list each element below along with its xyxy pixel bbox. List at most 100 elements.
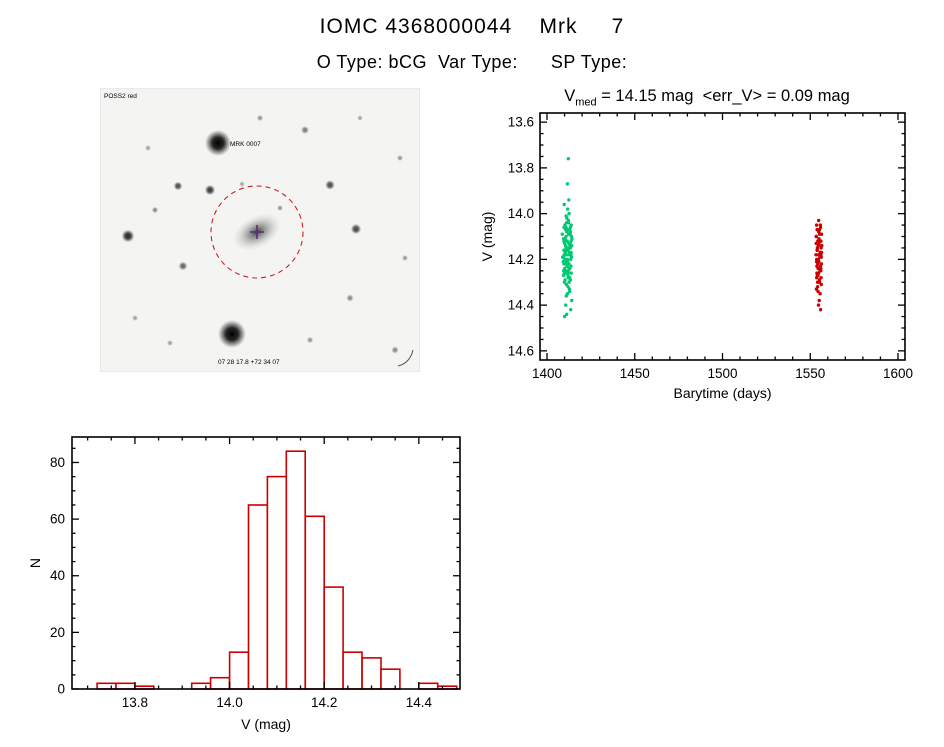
star — [145, 145, 151, 151]
data-point — [817, 260, 821, 264]
data-point — [818, 232, 822, 236]
star — [397, 155, 403, 161]
y-tick-label: 0 — [57, 682, 65, 697]
data-point — [565, 246, 570, 250]
star — [256, 114, 264, 122]
lightcurve-plot: 1400 1450 1500 1550 1600 13.6 13.8 14.0 14.2 14.4… — [480, 112, 913, 401]
data-point — [817, 218, 821, 223]
star — [204, 184, 216, 196]
x-tick-label: 14.0 — [216, 695, 242, 710]
vmed-values: = 14.15 mag <err_V> = 0.09 mag — [596, 87, 850, 105]
y-tick-label: 13.8 — [508, 160, 534, 175]
survey-label: POSS2 red — [104, 93, 137, 100]
page-subtitle: O Type: bCG Var Type: SP Type: — [316, 52, 628, 72]
data-point — [563, 266, 567, 271]
data-point — [815, 257, 819, 262]
lightcurve-title: Vmed = 14.15 mag <err_V> = 0.09 mag — [470, 87, 944, 108]
aperture-circle — [210, 185, 304, 279]
data-point — [814, 253, 818, 257]
data-point — [561, 273, 566, 278]
star — [173, 181, 183, 191]
data-point — [563, 243, 568, 248]
y-tick-label: 20 — [50, 625, 65, 640]
x-axis-label: V (mag) — [241, 716, 291, 732]
histogram-plot: 13.8 14.0 14.2 14.4 0 20 40 60 80 V (mag) N — [28, 436, 461, 732]
y-tick-label: 80 — [50, 455, 65, 470]
star — [239, 181, 245, 187]
page-title: IOMC 4368000044 Mrk 7 — [319, 15, 625, 38]
data-point — [562, 314, 567, 319]
data-point — [565, 312, 569, 316]
star — [350, 223, 362, 235]
data-point — [819, 239, 823, 243]
series-epoch-1 — [560, 157, 574, 319]
data-point — [564, 282, 568, 287]
data-point — [564, 253, 569, 257]
data-point — [566, 221, 571, 225]
star — [151, 206, 159, 214]
histogram-bar — [190, 682, 212, 690]
star — [306, 336, 314, 344]
data-point — [563, 260, 567, 264]
histogram-bar — [266, 475, 288, 690]
data-point — [570, 298, 574, 303]
data-point — [569, 257, 573, 262]
vmed-subscript: med — [575, 96, 597, 109]
data-point — [819, 282, 823, 287]
histogram-bar — [228, 651, 250, 690]
data-point — [566, 157, 570, 161]
data-point — [818, 266, 822, 271]
finding-chart: POSS2 red MRK 0007 07 28 17.8 +72 34 07 — [100, 88, 420, 372]
histogram-bar — [342, 651, 363, 690]
star — [357, 115, 363, 121]
data-point — [565, 264, 569, 268]
data-point — [565, 182, 570, 186]
histogram-bar — [304, 515, 325, 690]
x-tick-label: 14.2 — [311, 695, 337, 710]
x-tick-label: 13.8 — [122, 695, 148, 710]
data-point — [814, 223, 819, 227]
data-point — [569, 308, 573, 312]
data-point — [568, 266, 572, 271]
data-point — [819, 253, 823, 257]
data-point — [565, 257, 570, 262]
y-tick-label: 14.0 — [508, 206, 534, 221]
star — [402, 255, 408, 261]
star — [325, 180, 335, 190]
coordinates-label: 07 28 17.8 +72 34 07 — [218, 359, 280, 366]
data-point — [817, 298, 821, 303]
data-point — [564, 294, 568, 298]
plot-frame — [71, 436, 461, 690]
data-point — [566, 285, 570, 289]
data-point — [816, 289, 820, 294]
star — [121, 229, 135, 243]
data-point — [566, 207, 570, 211]
x-tick-label: 1600 — [883, 366, 913, 381]
histogram-bar — [417, 682, 439, 690]
y-tick-label: 40 — [50, 568, 65, 583]
x-tick-label: 1400 — [532, 366, 562, 381]
star — [205, 130, 231, 156]
data-point — [565, 230, 569, 234]
data-point — [815, 280, 820, 284]
y-tick-label: 14.6 — [508, 343, 534, 358]
data-point — [816, 303, 821, 307]
histogram-bar — [361, 657, 382, 690]
data-point — [564, 303, 568, 307]
histogram-bar — [247, 504, 269, 690]
data-point — [562, 202, 566, 207]
star — [218, 320, 246, 348]
data-point — [569, 250, 573, 255]
data-point — [564, 225, 568, 230]
data-point — [818, 292, 822, 296]
star — [277, 205, 283, 211]
star — [178, 261, 188, 271]
y-tick-label: 13.6 — [508, 115, 534, 130]
data-point — [569, 234, 574, 239]
data-point — [568, 241, 572, 246]
histogram-bars — [96, 450, 458, 690]
star — [132, 315, 138, 321]
data-point — [567, 276, 571, 280]
data-point — [817, 241, 821, 246]
